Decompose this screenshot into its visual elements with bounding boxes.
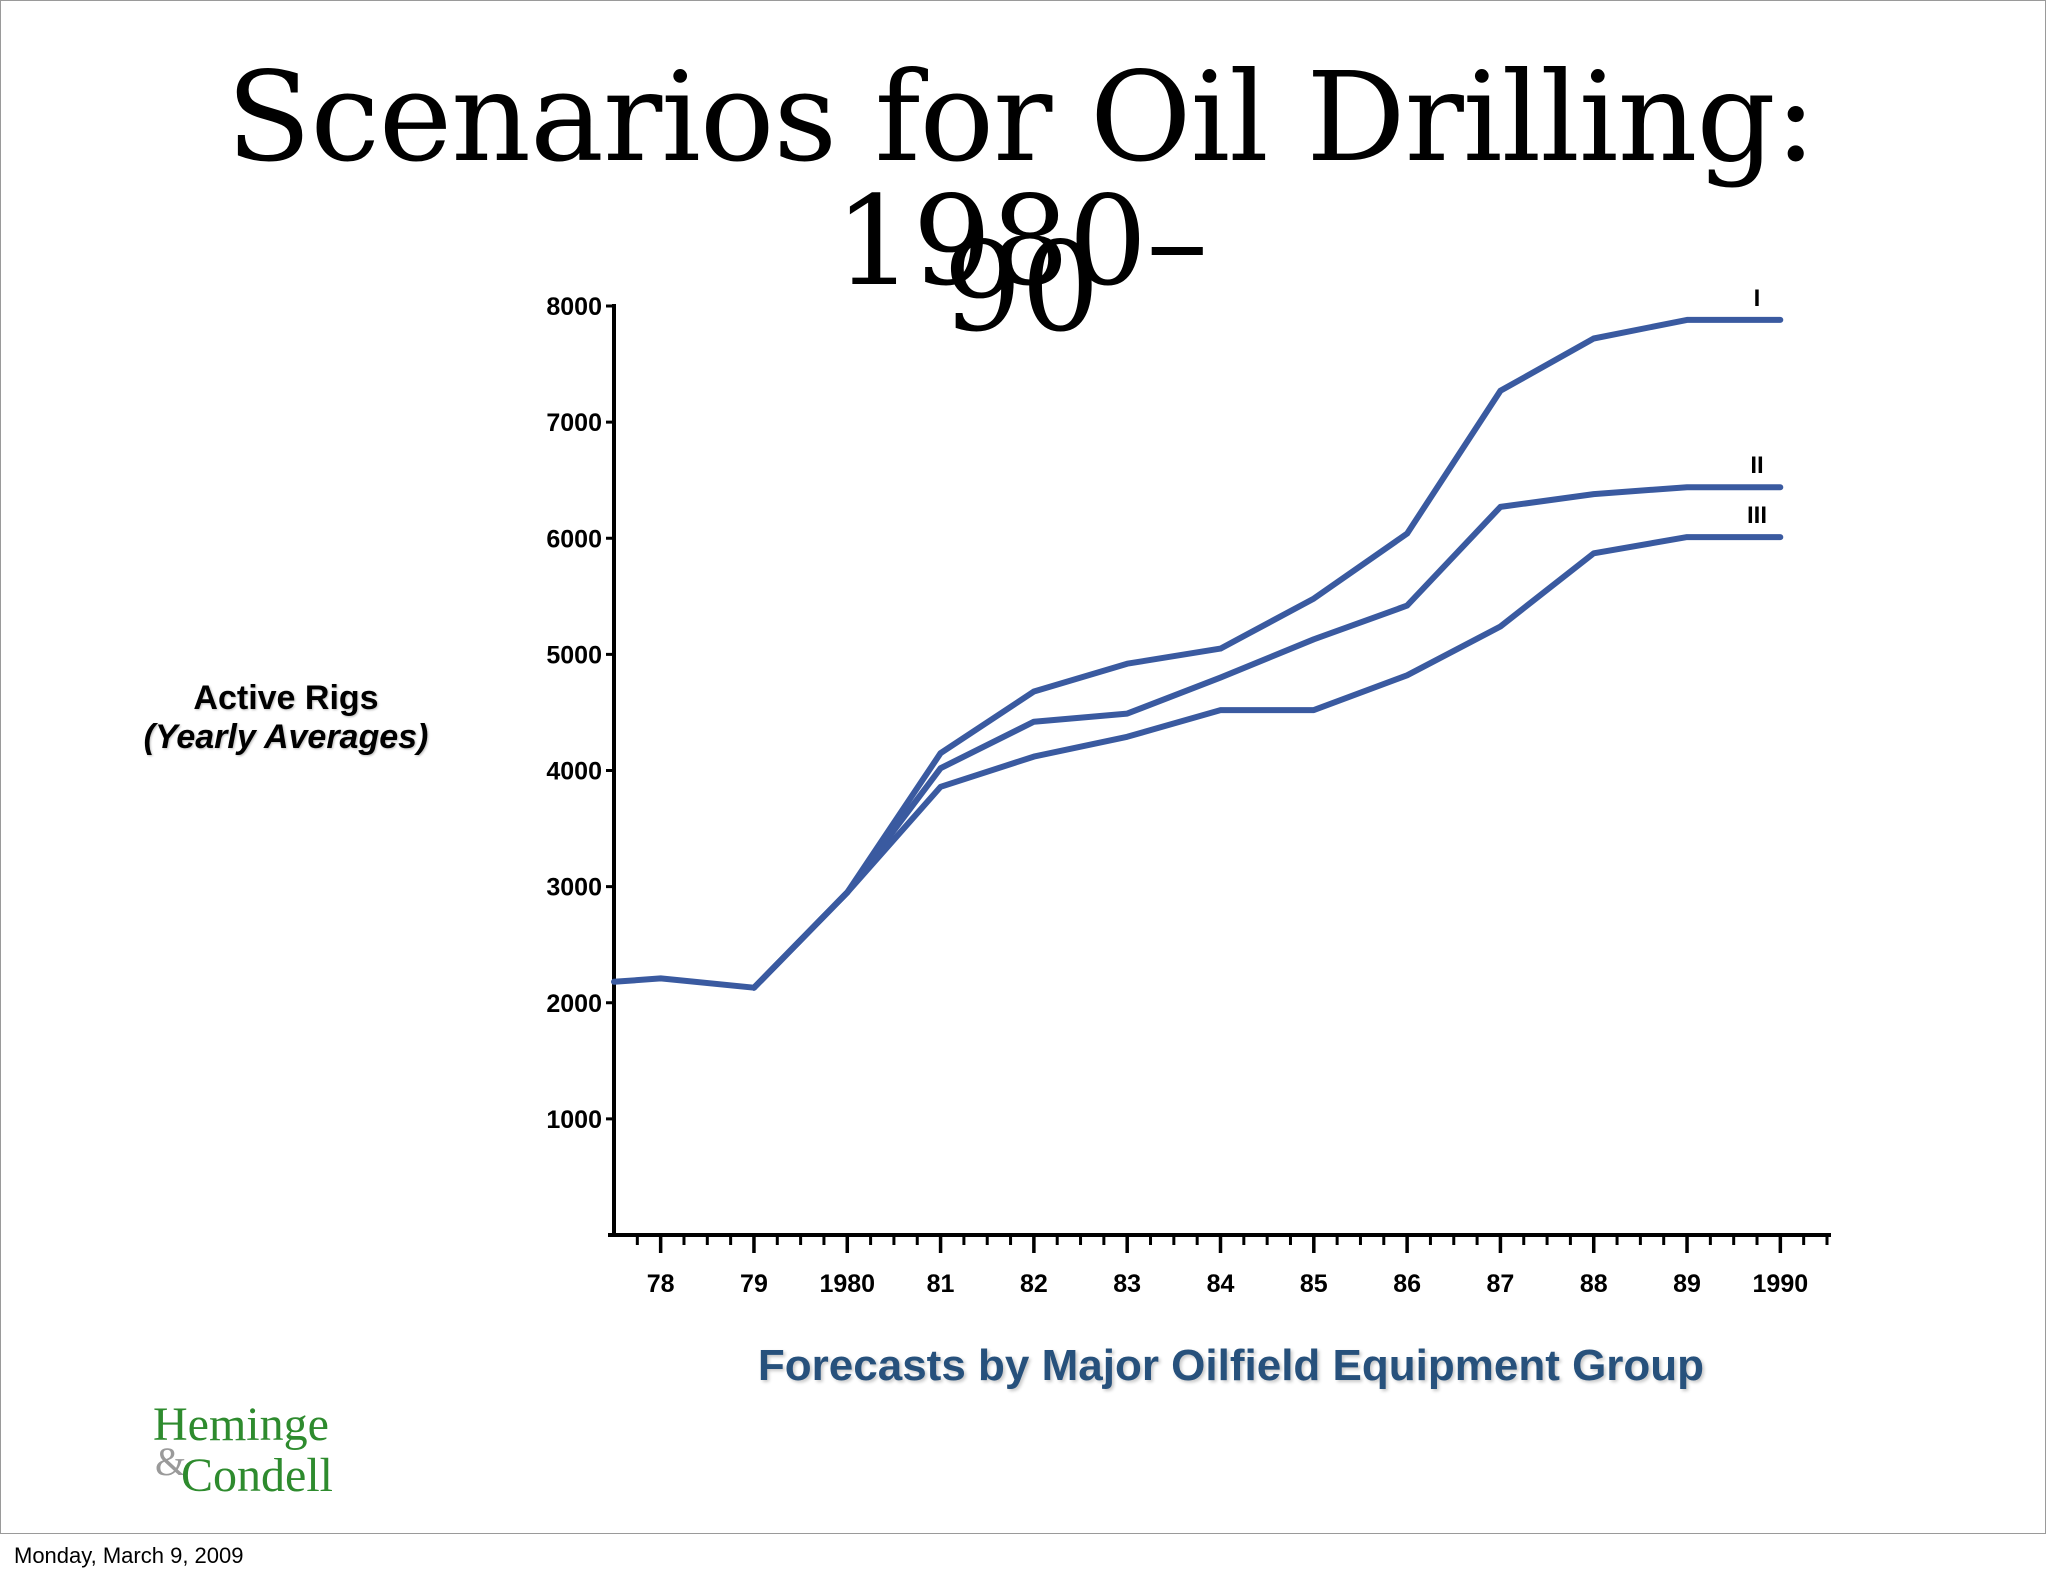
footer-date: Monday, March 9, 2009 — [14, 1543, 244, 1568]
x-tick-label: 88 — [1580, 1270, 1608, 1298]
logo-ampersand: & — [155, 1439, 186, 1484]
x-tick-label: 89 — [1673, 1270, 1701, 1298]
x-tick-label: 79 — [740, 1270, 768, 1298]
series-label-ii: II — [1750, 452, 1763, 479]
x-tick-label: 82 — [1020, 1270, 1048, 1298]
y-tick-label: 1000 — [546, 1106, 602, 1134]
y-tick-label: 5000 — [546, 641, 602, 669]
x-tick-label: 78 — [647, 1270, 675, 1298]
logo-line2: Condell — [181, 1449, 333, 1502]
y-axis-label-sub: (Yearly Averages) — [143, 718, 429, 756]
x-tick-label: 85 — [1300, 1270, 1328, 1298]
series-line-i — [751, 316, 1784, 991]
x-tick-label: 84 — [1207, 1270, 1235, 1298]
x-tick-label: 87 — [1487, 1270, 1515, 1298]
chart-caption: Forecasts by Major Oilfield Equipment Gr… — [757, 1341, 1705, 1390]
y-tick-label: 8000 — [546, 293, 602, 321]
series-label-iii: III — [1747, 502, 1767, 529]
line-chart: 1000 2000 3000 4000 5000 6000 7000 8000 78 79 1980… — [546, 285, 1831, 1298]
series-line-iii — [751, 534, 1784, 991]
slide-title: Scenarios for Oil Drilling: 1980– — [226, 46, 1816, 314]
x-tick-label: 1990 — [1753, 1270, 1809, 1298]
series-line-ii — [751, 484, 1784, 991]
company-logo: Heminge & Condell — [153, 1398, 333, 1502]
logo-line1: Heminge — [153, 1398, 329, 1451]
x-tick-label: 83 — [1113, 1270, 1141, 1298]
historical-line — [611, 975, 757, 991]
slide: Scenarios for Oil Drilling: 1980– 90 100… — [0, 0, 2046, 1534]
slide-title-continued: 90 — [943, 216, 1100, 360]
y-tick-label: 3000 — [546, 874, 602, 902]
y-tick-label: 7000 — [546, 409, 602, 437]
x-tick-label: 1980 — [819, 1270, 875, 1298]
y-tick-label: 4000 — [546, 758, 602, 786]
x-tick-label: 81 — [927, 1270, 955, 1298]
x-tick-label: 86 — [1393, 1270, 1421, 1298]
y-axis-label: Active Rigs (Yearly Averages) — [111, 679, 461, 757]
y-tick-label: 2000 — [546, 990, 602, 1018]
y-axis-label-main: Active Rigs — [193, 679, 379, 717]
y-tick-label: 6000 — [546, 525, 602, 553]
series-label-i: I — [1754, 285, 1761, 312]
